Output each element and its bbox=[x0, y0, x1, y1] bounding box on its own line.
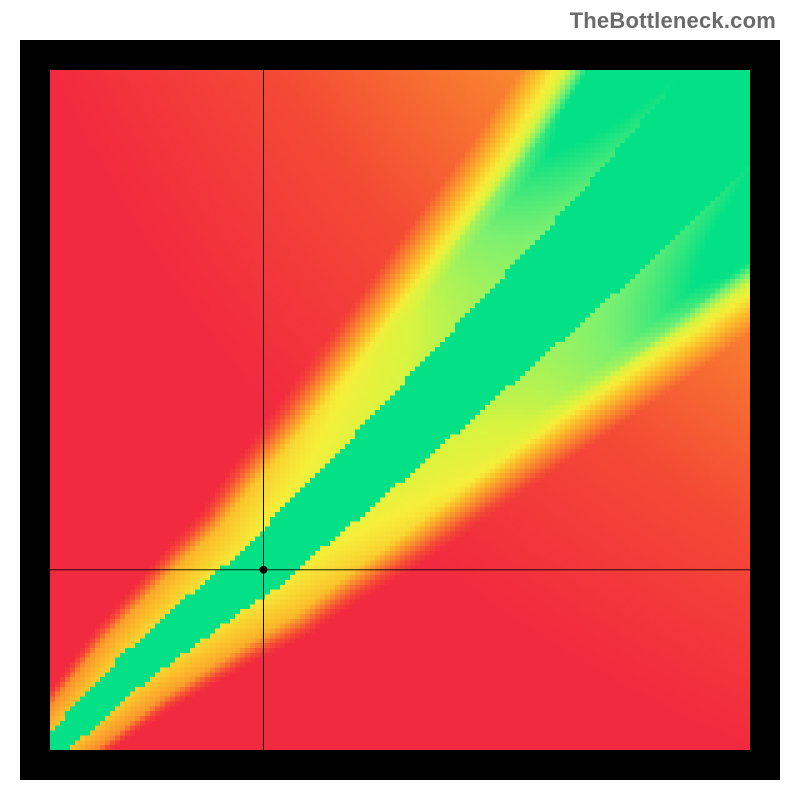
page-root: TheBottleneck.com bbox=[0, 0, 800, 800]
crosshair-overlay bbox=[50, 70, 750, 750]
crosshair-dot bbox=[260, 566, 268, 574]
watermark-label: TheBottleneck.com bbox=[570, 8, 776, 34]
chart-frame bbox=[20, 40, 780, 780]
chart-canvas-wrap bbox=[50, 70, 750, 750]
